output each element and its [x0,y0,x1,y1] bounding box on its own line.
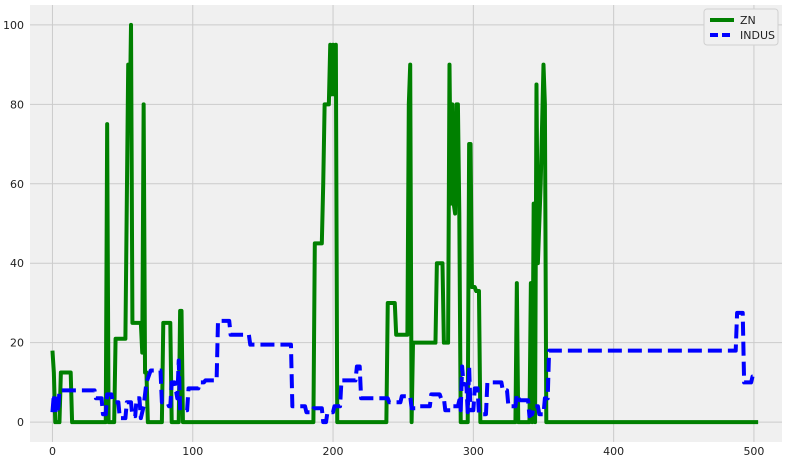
tick-labels: 0 100 200 300 400 500 0 20 40 60 80 100 [3,19,764,458]
x-tick-label: 400 [603,445,624,458]
legend-label-zn: ZN [740,14,756,27]
x-tick-label: 200 [323,445,344,458]
series-line-indus [50,310,759,425]
y-tick-label: 40 [10,257,24,270]
x-tick-label: 0 [49,445,56,458]
y-tick-label: 80 [10,98,24,111]
x-tick-label: 300 [463,445,484,458]
series-line-zn [50,22,759,425]
plot-background [30,5,782,442]
y-tick-label: 0 [17,416,24,429]
x-tick-label: 100 [182,445,203,458]
legend-label-indus: INDUS [740,29,775,42]
series-layer [50,22,759,425]
y-tick-label: 20 [10,337,24,350]
y-tick-label: 100 [3,19,24,32]
legend: ZN INDUS [703,8,779,46]
y-tick-label: 60 [10,178,24,191]
x-tick-label: 500 [743,445,764,458]
